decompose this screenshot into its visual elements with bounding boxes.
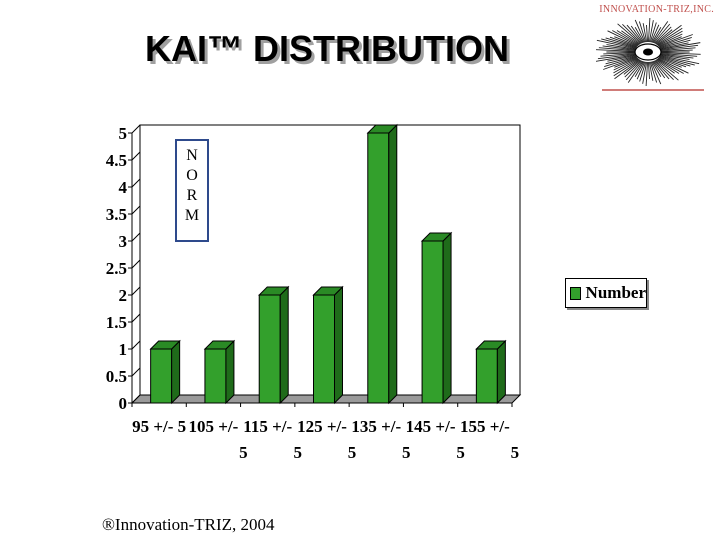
bar-front	[475, 348, 498, 404]
x-tick-label: 95 +/- 5	[132, 417, 186, 436]
bar-front	[204, 348, 227, 404]
x-tick-label: 115 +/-	[243, 417, 292, 436]
norm-letter: O	[186, 167, 198, 184]
bar-top	[258, 286, 290, 296]
bar-side	[171, 339, 181, 405]
bar-side	[496, 339, 506, 405]
y-tick-label: 0.5	[106, 367, 127, 386]
bar-side	[388, 123, 398, 405]
x-tick-label: 105 +/-	[189, 417, 239, 436]
bar-top	[203, 340, 236, 350]
x-tick-label: 155 +/-	[460, 417, 510, 436]
y-tick-slant	[131, 151, 141, 161]
y-tick-label: 4	[119, 178, 128, 197]
bar-front	[150, 348, 173, 404]
x-tick-label: 135 +/-	[351, 417, 401, 436]
y-tick-label: 1	[119, 340, 128, 359]
y-tick-label: 2	[119, 286, 128, 305]
y-tick-slant	[131, 205, 141, 215]
bar-top	[312, 286, 344, 296]
x-tick-label: 145 +/-	[406, 417, 456, 436]
x-tick-label: 5	[511, 443, 520, 462]
y-tick-label: 3	[119, 232, 128, 251]
x-tick-label: 125 +/-	[297, 417, 347, 436]
bar-front	[421, 240, 444, 404]
y-tick-label: 4.5	[106, 151, 127, 170]
y-tick-slant	[131, 259, 141, 269]
bar-top	[366, 124, 398, 134]
legend-label: Number	[585, 283, 646, 302]
norm-letter: M	[184, 207, 200, 224]
sunburst-logo-icon	[596, 17, 704, 91]
bar-front	[367, 132, 390, 404]
y-tick-slant	[131, 394, 141, 404]
y-tick-label: 0	[119, 394, 128, 413]
y-tick-slant	[131, 313, 141, 323]
x-tick-label: 5	[402, 443, 411, 462]
x-tick-label: 5	[293, 443, 302, 462]
y-tick-label: 3.5	[106, 205, 127, 224]
page-title: KAI™ DISTRIBUTION	[145, 28, 509, 69]
x-tick-label: 5	[348, 443, 357, 462]
norm-box: N O R M	[175, 139, 209, 242]
bar-front	[313, 294, 335, 404]
y-tick-label: 2.5	[106, 259, 127, 278]
y-tick-slant	[131, 286, 141, 296]
bar-top	[420, 232, 453, 242]
y-tick-slant	[131, 232, 141, 242]
bar-top	[475, 340, 507, 350]
bar-front	[258, 294, 281, 404]
x-tick-label: 5	[239, 443, 248, 462]
bar-side	[279, 285, 289, 405]
bar-side	[225, 339, 235, 405]
norm-letter: N	[186, 147, 198, 164]
brand-name: INNOVATION-TRIZ,INC.	[599, 4, 714, 15]
bar-side	[442, 231, 452, 405]
footer-copyright: ®Innovation-TRIZ, 2004	[102, 515, 275, 534]
y-tick-slant	[131, 340, 141, 350]
bar-top	[149, 340, 181, 350]
x-tick-label: 5	[456, 443, 465, 462]
y-tick-slant	[131, 178, 141, 188]
norm-letter: R	[186, 187, 198, 204]
y-tick-label: 1.5	[106, 313, 127, 332]
legend-swatch	[570, 286, 581, 300]
y-tick-slant	[131, 124, 141, 134]
y-tick-label: 5	[119, 124, 128, 143]
bar-side	[334, 285, 343, 405]
y-tick-slant	[131, 367, 141, 377]
chart-legend: Number	[565, 278, 647, 308]
